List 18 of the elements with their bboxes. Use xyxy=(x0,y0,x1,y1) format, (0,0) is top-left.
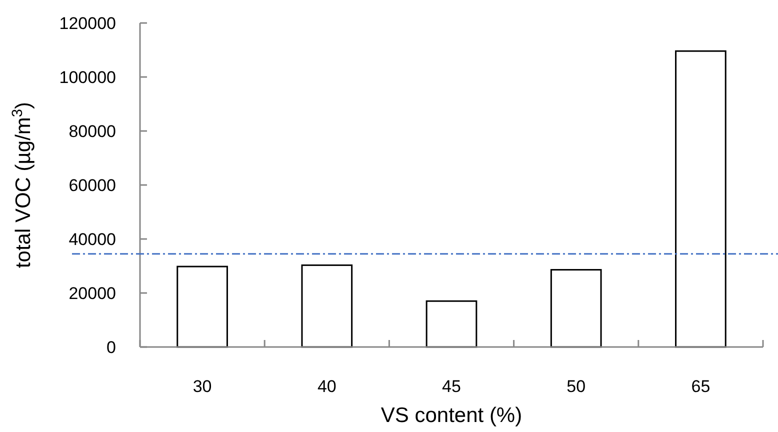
y-tick-label: 40000 xyxy=(68,230,116,249)
x-tick-label: 30 xyxy=(192,377,212,396)
x-tick-label: 50 xyxy=(566,377,586,396)
bar xyxy=(550,269,602,348)
bar xyxy=(675,50,726,348)
x-tick-label: 45 xyxy=(442,377,461,396)
y-tick-label: 120000 xyxy=(59,14,116,33)
bar xyxy=(301,264,353,348)
y-tick-label: 80000 xyxy=(68,122,116,141)
y-tick-label: 0 xyxy=(106,338,116,357)
y-tick-label: 100000 xyxy=(59,68,116,87)
bar xyxy=(426,300,478,348)
x-tick-label: 65 xyxy=(691,377,710,396)
y-tick-label: 20000 xyxy=(68,284,116,303)
x-tick-label: 40 xyxy=(317,377,336,396)
x-axis-title: VS content (%) xyxy=(380,404,522,427)
bar xyxy=(176,266,228,348)
y-tick-label: 60000 xyxy=(68,176,116,195)
